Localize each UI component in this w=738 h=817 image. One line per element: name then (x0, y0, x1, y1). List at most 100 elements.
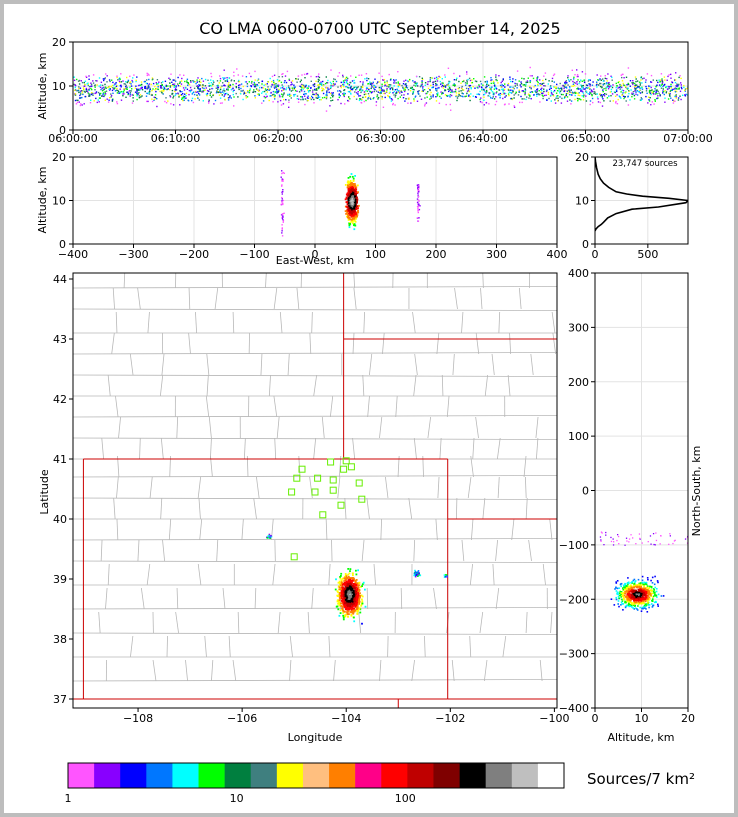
source-point (398, 90, 400, 92)
ew-source-point (351, 197, 354, 200)
longitude-tick-label: −100 (539, 712, 569, 725)
source-point (126, 91, 128, 93)
source-point (622, 95, 625, 97)
county-boundary (274, 437, 277, 460)
source-point (384, 84, 387, 87)
source-point (190, 89, 193, 91)
source-point (134, 91, 137, 93)
source-point (171, 93, 173, 96)
plan-source-point (346, 600, 348, 603)
source-point (536, 93, 538, 95)
source-point (405, 83, 407, 85)
source-point (274, 98, 276, 100)
ew-source-point (417, 192, 419, 194)
source-point (209, 92, 211, 95)
source-point (240, 90, 242, 92)
source-point (427, 87, 430, 90)
source-point (179, 90, 181, 93)
county-boundary (73, 632, 557, 635)
source-point (232, 93, 234, 96)
source-point (527, 93, 530, 95)
ew-source-point (350, 199, 353, 202)
source-point (454, 90, 457, 93)
source-point (104, 77, 106, 79)
county-boundary (525, 497, 528, 520)
source-point (619, 83, 621, 86)
source-point (200, 81, 202, 83)
source-point (127, 79, 130, 82)
source-point (502, 89, 504, 91)
source-point (209, 84, 211, 87)
source-point (343, 83, 345, 86)
source-point (383, 78, 386, 81)
county-boundary (216, 539, 219, 562)
source-point (180, 80, 183, 82)
source-point (307, 89, 309, 91)
source-point (281, 87, 284, 89)
source-point (580, 99, 582, 101)
source-point (338, 96, 340, 99)
source-point (526, 81, 529, 83)
ew-source-point (357, 209, 359, 212)
source-point (292, 89, 294, 91)
ns-source-point (640, 585, 642, 588)
source-point (627, 82, 629, 85)
source-point (513, 106, 516, 108)
source-point (449, 96, 451, 98)
source-point (360, 101, 362, 104)
source-point (253, 81, 255, 84)
source-point (160, 87, 162, 89)
source-point (297, 78, 299, 80)
source-point (276, 92, 278, 94)
source-point (313, 85, 316, 88)
source-point (683, 84, 685, 87)
plan-source-point (347, 604, 350, 607)
source-point (272, 93, 274, 96)
source-point (185, 97, 187, 99)
source-point (355, 89, 357, 91)
source-point (510, 91, 512, 94)
source-point (317, 80, 319, 83)
source-point (421, 81, 423, 84)
source-point (174, 94, 177, 96)
source-point (281, 76, 284, 78)
source-point (470, 93, 472, 95)
source-point (591, 90, 594, 93)
source-point (602, 84, 604, 86)
plan-source-point (443, 574, 446, 576)
source-point (451, 91, 453, 93)
source-point (396, 89, 399, 92)
source-point (448, 86, 451, 89)
station-marker (288, 488, 296, 496)
source-point (648, 91, 651, 93)
source-point (462, 89, 465, 91)
source-point (147, 87, 149, 89)
source-point (676, 83, 678, 85)
source-point (565, 94, 567, 97)
ns-source-point (652, 588, 655, 590)
source-point (495, 92, 497, 94)
ew-source-point (418, 185, 420, 187)
source-point (580, 89, 582, 92)
source-point (582, 99, 585, 101)
source-point (278, 94, 281, 96)
county-boundary (243, 437, 246, 460)
source-point (636, 80, 639, 82)
source-point (190, 89, 192, 92)
plan-source-point (337, 591, 339, 594)
source-point (660, 87, 663, 89)
source-point (616, 103, 619, 105)
source-point (555, 97, 557, 99)
source-point (540, 91, 542, 93)
county-boundary (470, 455, 474, 478)
source-point (140, 81, 143, 83)
source-point (226, 79, 228, 81)
source-point (569, 91, 571, 93)
plan-source-point (347, 587, 350, 590)
plan-source-point (357, 594, 360, 597)
source-point (673, 88, 675, 90)
plan-source-point (344, 610, 346, 613)
source-point (293, 84, 295, 86)
plan-source-point (348, 577, 351, 579)
source-point (338, 93, 340, 95)
